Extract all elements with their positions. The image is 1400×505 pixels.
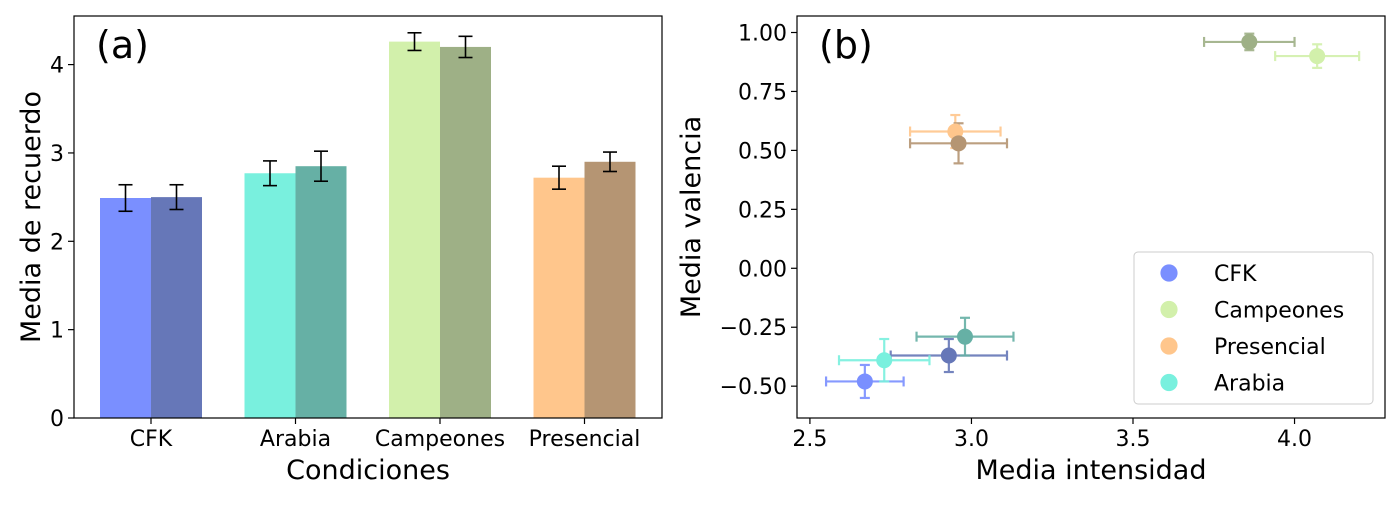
x-axis-label: Media intensidad <box>976 455 1207 486</box>
x-tick-label: Campeones <box>375 427 505 452</box>
legend-marker <box>1160 300 1178 319</box>
legend-label: Campeones <box>1214 299 1344 324</box>
y-tick-label: 0.00 <box>738 257 787 282</box>
y-axis-label: Media valencia <box>676 116 707 318</box>
x-axis-label: Condiciones <box>286 455 450 486</box>
y-tick-label: −0.25 <box>720 316 787 341</box>
x-tick-label: CFK <box>130 427 173 452</box>
y-tick-label: 3 <box>50 142 64 167</box>
legend-box <box>1133 251 1374 405</box>
legend-marker <box>1160 264 1178 282</box>
scatter-point <box>940 347 957 364</box>
bar <box>151 197 202 418</box>
scatter-point <box>950 135 967 152</box>
bar-group <box>100 41 636 419</box>
bar <box>584 161 636 418</box>
y-tick-label: 0.50 <box>738 139 787 164</box>
y-tick-label: 4 <box>50 54 64 79</box>
y-tick-label: 2 <box>50 230 64 255</box>
bar <box>100 198 151 418</box>
y-tick-label: 1 <box>50 319 64 344</box>
panel-a-bar-chart: 0 1 2 3 4 CFK Arabia Campeones Presencial (a) C… <box>16 15 663 486</box>
scatter-point <box>1309 48 1326 65</box>
legend-marker <box>1160 337 1178 355</box>
x-axis-ticks: 2.5 3.0 3.5 4.0 <box>792 418 1312 452</box>
plot-frame <box>796 15 1386 419</box>
x-tick-label: 3.5 <box>1116 427 1151 452</box>
y-axis-label: Media de recuerdo <box>16 91 47 343</box>
legend-marker <box>1160 373 1178 392</box>
y-tick-label: 0 <box>50 407 64 432</box>
bar <box>440 46 491 419</box>
y-tick-label: −0.50 <box>720 375 787 400</box>
x-tick-label: 2.5 <box>792 427 827 452</box>
x-tick-label: Presencial <box>529 427 641 452</box>
legend: CFK Campeones Presencial Arabia <box>1133 251 1374 405</box>
x-axis-ticks: CFK Arabia Campeones Presencial <box>130 418 641 452</box>
bar <box>389 41 440 418</box>
panel-label: (b) <box>819 23 873 67</box>
bar <box>244 173 296 418</box>
panel-b-scatter-chart: 1.00 0.75 0.50 0.25 0.00 −0.25 −0.50 2.5 3.0 3.5… <box>676 15 1386 486</box>
x-tick-label: 3.0 <box>954 427 989 452</box>
y-tick-label: 0.25 <box>738 198 787 223</box>
scatter-point <box>1241 33 1258 50</box>
legend-label: Arabia <box>1214 372 1285 397</box>
bar <box>295 166 347 418</box>
bar-error-bars <box>118 31 617 213</box>
y-axis-ticks: 1.00 0.75 0.50 0.25 0.00 −0.25 −0.50 <box>720 22 797 400</box>
x-tick-label: 4.0 <box>1277 427 1312 452</box>
legend-label: CFK <box>1214 262 1257 287</box>
scatter-point <box>957 328 973 345</box>
scatter-points <box>856 33 1326 390</box>
y-tick-label: 1.00 <box>738 22 787 47</box>
y-tick-label: 0.75 <box>738 80 787 105</box>
legend-label: Presencial <box>1214 335 1326 360</box>
x-tick-label: Arabia <box>260 427 331 452</box>
scatter-point <box>856 373 873 390</box>
scatter-point <box>876 352 893 369</box>
panel-label: (a) <box>96 23 149 67</box>
bar <box>533 177 585 418</box>
plot-frame <box>73 15 663 419</box>
y-axis-ticks: 0 1 2 3 4 <box>50 54 74 432</box>
